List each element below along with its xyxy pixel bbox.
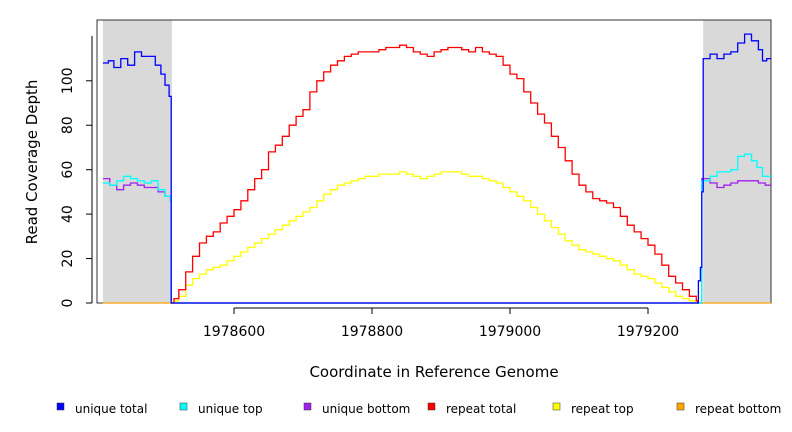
x-tick-label-1978600: 1978600 xyxy=(203,324,265,340)
legend-label-repeat-top: repeat top xyxy=(571,402,634,416)
legend-swatch-repeat-bottom xyxy=(676,402,685,411)
axes xyxy=(91,36,648,309)
y-tick-label-0: 0 xyxy=(60,299,76,308)
legend-swatch-unique-total xyxy=(56,402,65,411)
y-tick-label-100: 100 xyxy=(60,67,76,94)
legend-label-unique-bottom: unique bottom xyxy=(322,402,410,416)
series-line-unique-bottom xyxy=(102,177,771,304)
legend-swatch-unique-top xyxy=(179,402,188,411)
series-line-unique-total xyxy=(102,33,771,304)
series-lines xyxy=(102,33,771,304)
plot-frame xyxy=(96,19,772,304)
shaded-regions xyxy=(102,20,771,303)
x-tick-label-1979000: 1979000 xyxy=(479,324,541,340)
ticks: 0 20 40 60 80 100 1978600 1978800 1979000 1979200 xyxy=(60,67,679,340)
series-line-repeat-total xyxy=(170,44,699,304)
legend-label-unique-top: unique top xyxy=(198,402,263,416)
y-tick-label-20: 20 xyxy=(60,250,76,268)
legend-swatch-repeat-top xyxy=(552,402,561,411)
legend-swatch-repeat-total xyxy=(427,402,436,411)
x-axis-label: Coordinate in Reference Genome xyxy=(309,363,558,381)
legend-label-repeat-bottom: repeat bottom xyxy=(695,402,781,416)
y-tick-label-60: 60 xyxy=(60,161,76,179)
y-tick-label-40: 40 xyxy=(60,205,76,223)
x-tick-label-1978800: 1978800 xyxy=(341,324,403,340)
legend: unique total unique top unique bottom repea… xyxy=(56,402,781,416)
legend-label-unique-total: unique total xyxy=(75,402,147,416)
y-tick-label-80: 80 xyxy=(60,116,76,134)
series-line-repeat-top xyxy=(170,171,699,304)
legend-swatch-unique-bottom xyxy=(303,402,312,411)
x-tick-label-1979200: 1979200 xyxy=(617,324,679,340)
legend-label-repeat-total: repeat total xyxy=(446,402,516,416)
series-line-unique-top xyxy=(102,153,771,304)
y-axis-label: Read Coverage Depth xyxy=(23,80,41,245)
